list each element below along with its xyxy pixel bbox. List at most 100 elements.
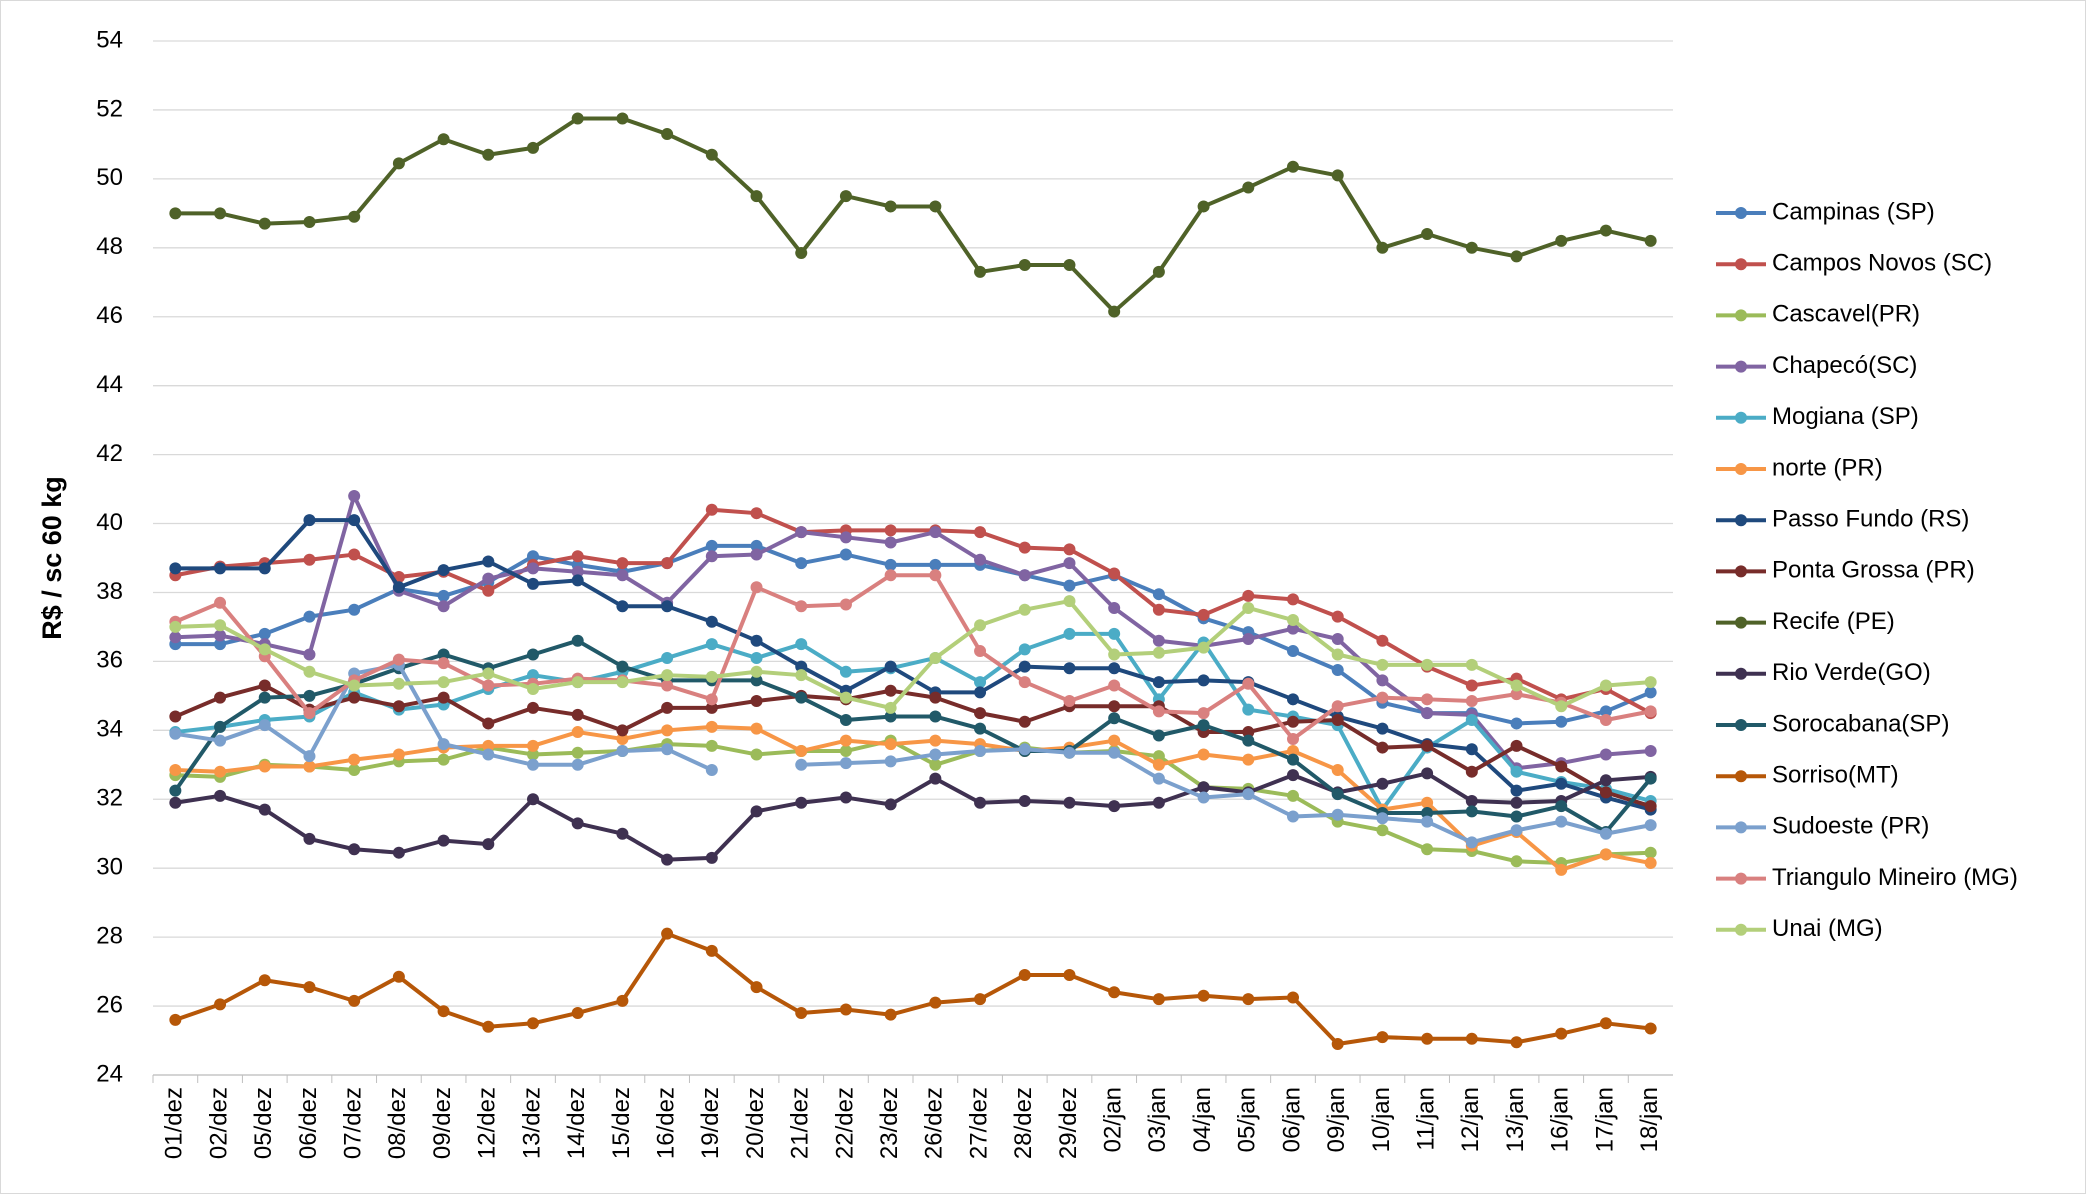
point: [571, 550, 584, 563]
point: [1287, 745, 1299, 758]
y-tick-label: 30: [96, 854, 123, 881]
point: [839, 734, 852, 747]
point: [1510, 679, 1523, 692]
point: [303, 514, 316, 527]
series-line: [174, 573, 1652, 741]
point: [839, 665, 852, 678]
point: [1644, 800, 1657, 813]
x-tick-label: 29/dez: [1055, 1087, 1082, 1159]
point: [1599, 224, 1612, 237]
point: [1197, 791, 1210, 804]
point: [839, 757, 852, 770]
point: [705, 503, 718, 516]
point: [750, 634, 763, 647]
point: [214, 720, 227, 733]
point: [1376, 741, 1389, 754]
y-tick-label: 24: [96, 1060, 123, 1087]
point: [482, 148, 495, 161]
legend-marker: [1735, 309, 1747, 322]
point: [169, 784, 182, 797]
point: [214, 619, 227, 632]
point: [750, 722, 763, 735]
point: [1331, 700, 1344, 713]
y-tick-label: 54: [96, 26, 123, 53]
point: [527, 1017, 539, 1030]
point: [929, 691, 942, 704]
point: [884, 558, 897, 571]
point: [303, 689, 316, 702]
point: [661, 743, 674, 756]
y-tick-label: 34: [96, 716, 123, 743]
x-tick-label: 20/dez: [742, 1087, 769, 1159]
point: [1510, 855, 1523, 868]
point: [616, 732, 629, 745]
x-tick-label: 15/dez: [608, 1087, 635, 1159]
point: [750, 805, 763, 818]
point: [527, 550, 539, 563]
x-tick-label: 11/jan: [1412, 1087, 1439, 1151]
legend-label: Rio Verde(GO): [1772, 659, 1931, 686]
point: [616, 600, 629, 613]
point: [795, 796, 808, 809]
point: [1510, 250, 1523, 263]
point: [661, 651, 674, 664]
point: [661, 927, 674, 940]
point: [1331, 610, 1344, 623]
point: [929, 734, 942, 747]
point: [1465, 765, 1478, 778]
point: [616, 557, 629, 570]
point: [974, 645, 987, 658]
point: [1018, 660, 1031, 673]
point: [1510, 784, 1523, 797]
point: [482, 667, 495, 680]
point: [214, 638, 227, 651]
point: [1376, 634, 1389, 647]
legend-label: Mogiana (SP): [1772, 403, 1919, 430]
point: [482, 748, 495, 761]
point: [929, 651, 942, 664]
point: [1287, 593, 1299, 606]
point: [214, 734, 227, 747]
point: [750, 539, 763, 552]
point: [258, 217, 271, 230]
series-line: [175, 771, 1651, 862]
point: [1287, 715, 1299, 728]
point: [839, 190, 852, 203]
x-tick-label: 22/dez: [831, 1087, 858, 1159]
point: [437, 834, 450, 847]
point: [348, 489, 361, 502]
series-line: [175, 724, 1652, 872]
series-line: [175, 116, 1652, 314]
point: [929, 200, 942, 213]
legend-marker: [1735, 821, 1747, 834]
point: [1152, 772, 1165, 785]
point: [1108, 712, 1121, 725]
x-tick-label: 17/jan: [1591, 1087, 1618, 1152]
point: [571, 676, 584, 689]
point: [1242, 993, 1255, 1006]
point: [839, 598, 852, 611]
point: [1331, 632, 1344, 645]
point: [1510, 796, 1523, 809]
point: [1108, 305, 1121, 318]
point: [705, 539, 718, 552]
point: [303, 665, 316, 678]
point: [392, 677, 405, 690]
point: [392, 653, 405, 666]
point: [795, 758, 808, 771]
point: [750, 981, 763, 994]
point: [750, 665, 763, 678]
point: [1063, 557, 1076, 570]
x-tick-label: 18/jan: [1636, 1087, 1663, 1152]
point: [527, 562, 539, 575]
point: [705, 944, 718, 957]
point: [1063, 746, 1076, 759]
legend-marker: [1735, 565, 1747, 578]
point: [661, 724, 674, 737]
point: [1421, 707, 1434, 720]
point: [884, 738, 897, 751]
point: [974, 686, 987, 699]
point: [1287, 789, 1299, 802]
point: [929, 710, 942, 723]
point: [1018, 794, 1031, 807]
